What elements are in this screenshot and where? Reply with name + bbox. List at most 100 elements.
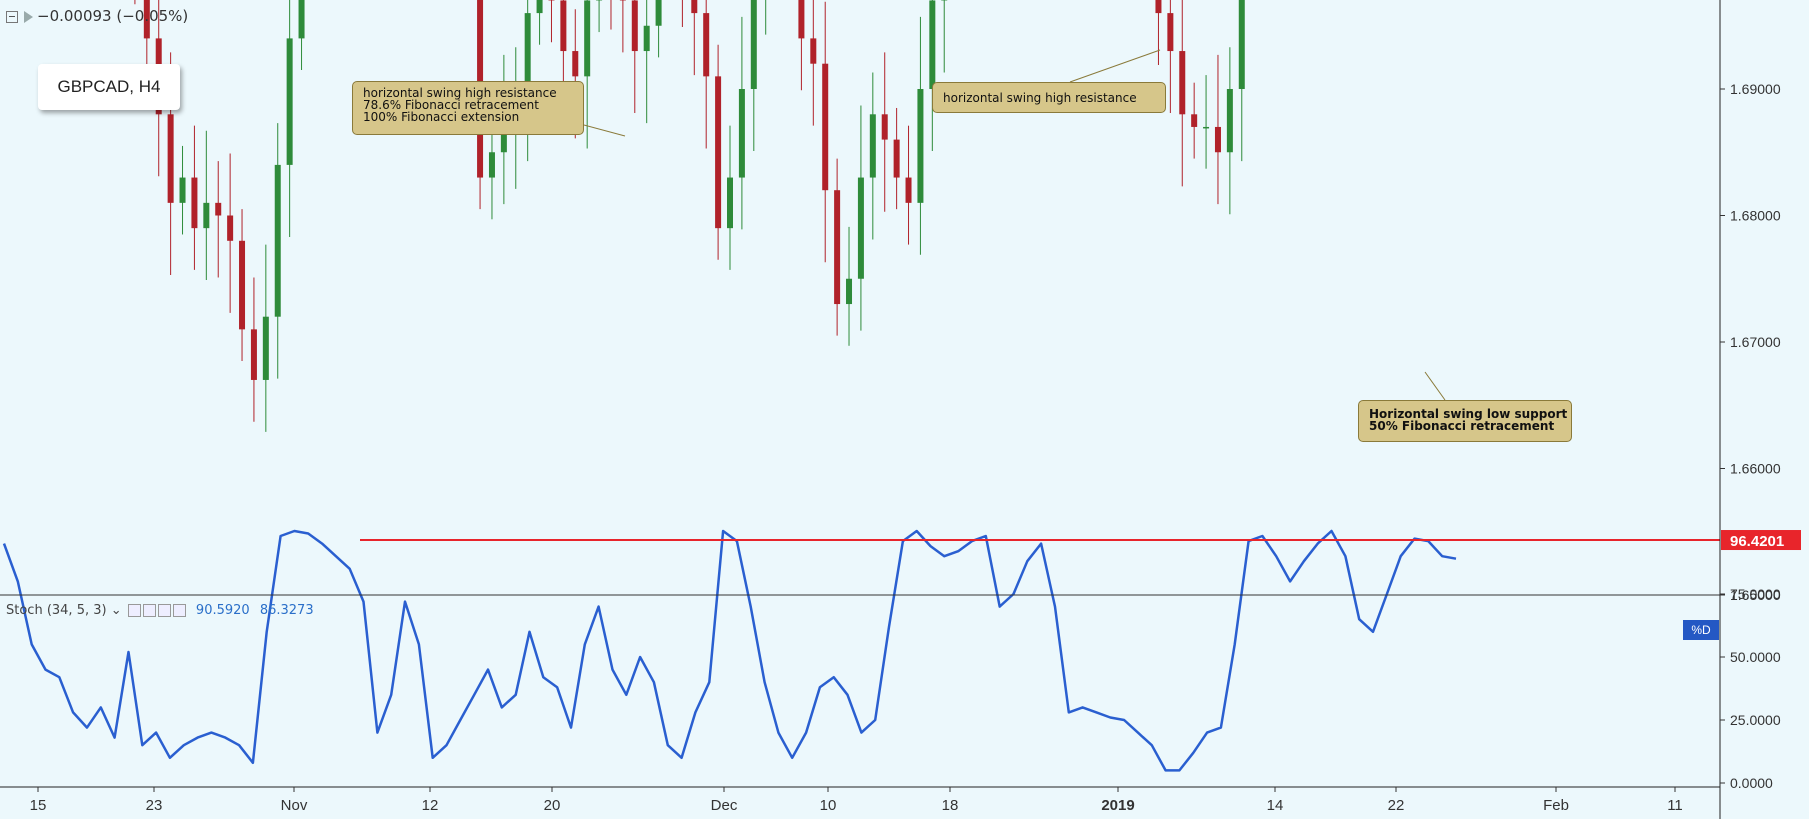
time-tick-label: 18 xyxy=(942,797,959,814)
candle-body xyxy=(500,126,507,153)
support-note-pointer xyxy=(1424,371,1446,401)
candle-body xyxy=(179,177,186,203)
swing-high-note-pointer xyxy=(1069,49,1161,83)
candle-body xyxy=(274,164,281,317)
candle-body xyxy=(239,240,246,330)
price-tick-label: 1.68000 xyxy=(1730,208,1781,224)
candle-body xyxy=(834,190,841,305)
candle-body xyxy=(143,0,150,39)
time-tick-label: 23 xyxy=(146,797,163,814)
candle-body xyxy=(584,0,591,77)
eye-icon[interactable] xyxy=(127,604,141,617)
candle-body xyxy=(1191,114,1198,127)
resistance-note-line: horizontal swing high resistance xyxy=(363,86,557,100)
candle-body xyxy=(703,13,710,77)
price-tick-label: 1.67000 xyxy=(1730,334,1781,350)
stoch-legend-title[interactable]: Stoch (34, 5, 3) xyxy=(6,603,107,618)
candle-body xyxy=(643,25,650,52)
candle-body xyxy=(1155,0,1162,14)
candle-body xyxy=(1179,51,1186,115)
candle-body xyxy=(560,0,567,52)
candle-body xyxy=(631,0,638,52)
stoch-tick-label: 0.0000 xyxy=(1730,775,1773,791)
support-note-line: Horizontal swing low support xyxy=(1369,407,1568,421)
candle-body xyxy=(1214,126,1221,153)
candle-body xyxy=(655,0,662,26)
candle-body xyxy=(1203,126,1210,129)
candle-body xyxy=(1226,89,1233,153)
time-tick-label: 20 xyxy=(544,797,561,814)
add-icon[interactable] xyxy=(157,604,171,617)
candle-body xyxy=(488,152,495,178)
price-tick-label: 1.69000 xyxy=(1730,81,1781,97)
candle-body xyxy=(1167,13,1174,52)
candle-body xyxy=(929,0,936,90)
candle-body xyxy=(262,316,269,380)
candle-body xyxy=(227,215,234,241)
time-tick-label: 10 xyxy=(820,797,837,814)
settings-icon[interactable] xyxy=(142,604,156,617)
time-tick-label: 15 xyxy=(30,797,47,814)
time-tick-label: 12 xyxy=(422,797,439,814)
candle-body xyxy=(203,202,210,229)
candle-body xyxy=(536,0,543,14)
chevron-down-icon[interactable]: ⌄ xyxy=(110,603,122,618)
candle-body xyxy=(715,76,722,229)
candle-body xyxy=(524,13,531,90)
candle-body xyxy=(798,0,805,39)
time-tick-label: Nov xyxy=(281,797,308,814)
candle-body xyxy=(881,114,888,140)
candle-body xyxy=(1238,0,1245,90)
stoch-k-value: 90.5920 xyxy=(195,603,250,618)
time-tick-label: Feb xyxy=(1543,797,1569,814)
resistance-note-pointer xyxy=(583,124,626,137)
candle-body xyxy=(572,51,579,77)
stoch-level-tag xyxy=(1721,530,1801,551)
time-tick-label: 22 xyxy=(1388,797,1405,814)
candle-body xyxy=(250,329,257,380)
close-icon[interactable] xyxy=(172,604,186,617)
swing-high-note-line: horizontal swing high resistance xyxy=(943,91,1137,105)
collapse-icon[interactable] xyxy=(6,10,18,23)
stoch-level-tag-label: 96.4201 xyxy=(1730,533,1784,550)
candle-body xyxy=(857,177,864,279)
resistance-note-line: 100% Fibonacci extension xyxy=(363,110,520,124)
resistance-note-line: 78.6% Fibonacci retracement xyxy=(363,98,539,112)
stoch-d-value: 86.3273 xyxy=(259,603,314,618)
swing-high-note: horizontal swing high resistance xyxy=(932,82,1166,113)
support-note-line: 50% Fibonacci retracement xyxy=(1369,419,1555,433)
stoch-tick-label: 75.0000 xyxy=(1730,586,1781,602)
time-tick-label: 14 xyxy=(1267,797,1284,814)
price-change-text: −0.00093 (−0.05%) xyxy=(37,7,189,25)
time-tick-label: Dec xyxy=(711,797,738,814)
candle-body xyxy=(893,139,900,178)
flag-icon xyxy=(24,10,33,23)
stoch-legend: Stoch (34, 5, 3) ⌄ 90.5920 86.3273 xyxy=(6,603,314,618)
candle-body xyxy=(191,177,198,229)
stoch-d-badge: %D xyxy=(1683,620,1719,640)
candle-body xyxy=(869,114,876,178)
candle-body xyxy=(298,0,305,39)
candle-body xyxy=(738,89,745,178)
candle-body xyxy=(167,114,174,203)
candle-body xyxy=(846,278,853,305)
candle-body xyxy=(750,0,757,89)
price-tick-label: 1.66000 xyxy=(1730,461,1781,477)
candle-body xyxy=(691,0,698,14)
stoch-tick-label: 50.0000 xyxy=(1730,649,1781,665)
stoch-tick-label: 25.0000 xyxy=(1730,712,1781,728)
candle-body xyxy=(917,89,924,203)
time-tick-label: 11 xyxy=(1667,797,1683,814)
symbol-label: GBPCAD, H4 xyxy=(38,64,180,110)
candle-body xyxy=(905,177,912,203)
time-tick-label: 2019 xyxy=(1101,797,1134,814)
resistance-note: horizontal swing high resistance 78.6% F… xyxy=(352,81,584,135)
price-change-header: −0.00093 (−0.05%) xyxy=(6,7,188,25)
candle-body xyxy=(822,63,829,191)
candle-body xyxy=(727,177,733,229)
candle-body xyxy=(286,38,293,165)
stoch-d-line xyxy=(2,529,1457,772)
support-note: Horizontal swing low support 50% Fibonac… xyxy=(1358,400,1572,442)
candle-body xyxy=(215,202,222,216)
